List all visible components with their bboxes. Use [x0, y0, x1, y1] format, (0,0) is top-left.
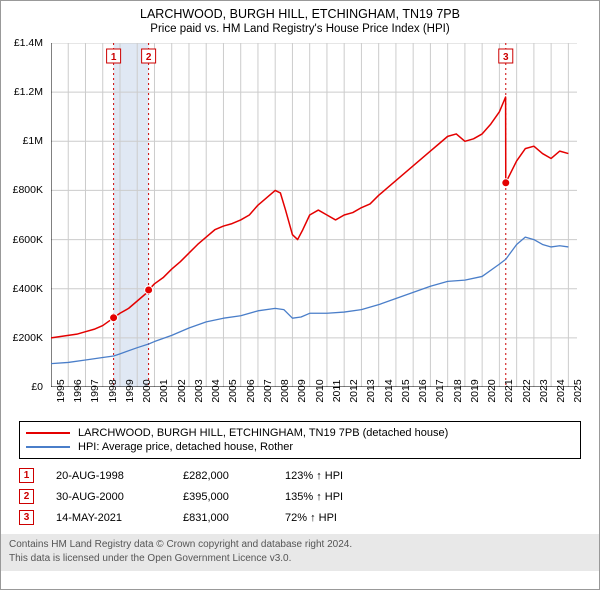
y-tick-label: £200K — [9, 332, 47, 344]
event-price: £282,000 — [183, 470, 263, 482]
event-marker-icon: 2 — [19, 489, 34, 504]
footer: Contains HM Land Registry data © Crown c… — [1, 534, 599, 571]
legend-swatch — [26, 446, 70, 448]
plot-svg: 1 2 3 — [51, 43, 577, 387]
event-pct: 123% ↑ HPI — [285, 470, 343, 482]
title-block: LARCHWOOD, BURGH HILL, ETCHINGHAM, TN19 … — [9, 7, 591, 35]
events-list: 1 20-AUG-1998 £282,000 123% ↑ HPI 2 30-A… — [19, 465, 581, 528]
y-tick-label: £600K — [9, 234, 47, 246]
chart-subtitle: Price paid vs. HM Land Registry's House … — [9, 23, 591, 35]
footer-line: This data is licensed under the Open Gov… — [9, 552, 591, 566]
event-row: 3 14-MAY-2021 £831,000 72% ↑ HPI — [19, 507, 581, 528]
y-tick-label: £1M — [9, 135, 47, 147]
legend-swatch — [26, 432, 70, 434]
chart-title: LARCHWOOD, BURGH HILL, ETCHINGHAM, TN19 … — [9, 7, 591, 21]
chart-area: 123 £0£200K£400K£600K£800K£1M£1.2M£1.4M … — [9, 41, 591, 419]
svg-text:2: 2 — [146, 52, 152, 63]
y-tick-label: £0 — [9, 381, 47, 393]
event-pct: 72% ↑ HPI — [285, 512, 337, 524]
chart-container: LARCHWOOD, BURGH HILL, ETCHINGHAM, TN19 … — [0, 0, 600, 590]
legend-label: LARCHWOOD, BURGH HILL, ETCHINGHAM, TN19 … — [78, 427, 448, 439]
event-row: 2 30-AUG-2000 £395,000 135% ↑ HPI — [19, 486, 581, 507]
event-date: 20-AUG-1998 — [56, 470, 161, 482]
event-marker-icon: 3 — [19, 510, 34, 525]
svg-text:1: 1 — [111, 52, 117, 63]
legend-label: HPI: Average price, detached house, Roth… — [78, 441, 293, 453]
event-pct: 135% ↑ HPI — [285, 491, 343, 503]
event-date: 30-AUG-2000 — [56, 491, 161, 503]
event-date: 14-MAY-2021 — [56, 512, 161, 524]
event-row: 1 20-AUG-1998 £282,000 123% ↑ HPI — [19, 465, 581, 486]
footer-line: Contains HM Land Registry data © Crown c… — [9, 538, 591, 552]
y-tick-label: £400K — [9, 283, 47, 295]
x-tick-label: 2025 — [572, 379, 600, 402]
legend-item: HPI: Average price, detached house, Roth… — [26, 440, 574, 454]
legend-item: LARCHWOOD, BURGH HILL, ETCHINGHAM, TN19 … — [26, 426, 574, 440]
event-marker-icon: 1 — [19, 468, 34, 483]
event-price: £395,000 — [183, 491, 263, 503]
svg-text:3: 3 — [503, 52, 509, 63]
plot-rect: 1 2 3 — [51, 43, 577, 387]
legend-box: LARCHWOOD, BURGH HILL, ETCHINGHAM, TN19 … — [19, 421, 581, 459]
event-price: £831,000 — [183, 512, 263, 524]
y-tick-label: £1.2M — [9, 86, 47, 98]
y-tick-label: £1.4M — [9, 37, 47, 49]
y-tick-label: £800K — [9, 184, 47, 196]
